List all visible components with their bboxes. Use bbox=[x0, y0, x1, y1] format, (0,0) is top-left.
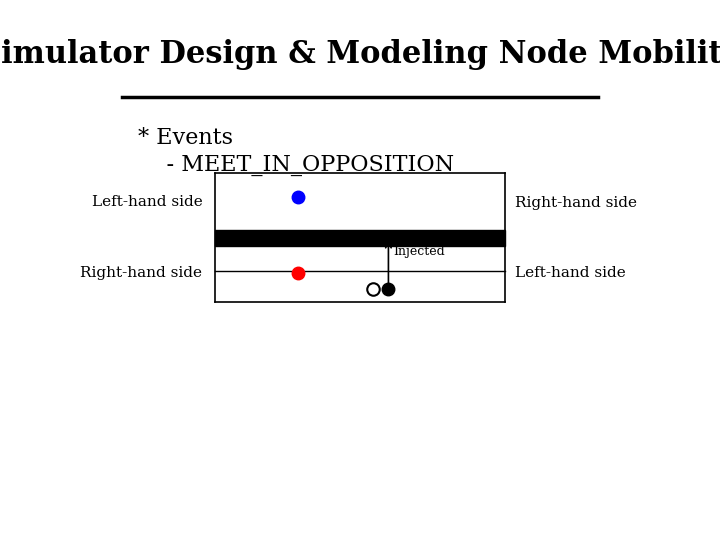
Text: Right-hand side: Right-hand side bbox=[515, 195, 637, 210]
Text: Injected: Injected bbox=[394, 245, 446, 258]
Text: Left-hand side: Left-hand side bbox=[515, 266, 626, 280]
Text: Left-hand side: Left-hand side bbox=[91, 195, 202, 210]
Text: Simulator Design & Modeling Node Mobility: Simulator Design & Modeling Node Mobilit… bbox=[0, 38, 720, 70]
Text: - MEET_IN_OPPOSITION: - MEET_IN_OPPOSITION bbox=[138, 154, 454, 176]
Bar bbox=[215, 230, 505, 246]
Text: Right-hand side: Right-hand side bbox=[81, 266, 202, 280]
Text: * Events: * Events bbox=[138, 127, 233, 148]
